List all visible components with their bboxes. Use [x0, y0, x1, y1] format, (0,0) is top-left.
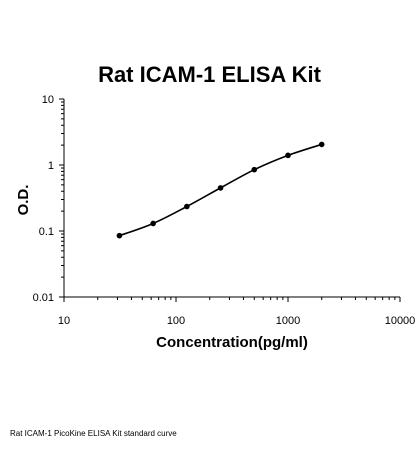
chart-title: Rat ICAM-1 ELISA Kit — [98, 62, 321, 87]
data-point — [116, 232, 123, 239]
x-tick-label: 1000 — [276, 315, 300, 327]
y-tick-label: 0.01 — [33, 292, 54, 304]
figure-caption: Rat ICAM-1 PicoKine ELISA Kit standard c… — [10, 429, 177, 438]
x-axis-label: Concentration(pg/ml) — [156, 334, 308, 351]
y-tick-label: 1 — [48, 160, 54, 172]
y-tick-label: 10 — [42, 94, 54, 106]
x-tick-label: 100 — [167, 315, 185, 327]
data-point — [217, 185, 224, 191]
x-tick-label: 10 — [58, 315, 70, 327]
data-point — [318, 141, 325, 148]
x-tick-label: 10000 — [385, 315, 416, 327]
data-point — [251, 166, 258, 173]
data-point — [285, 152, 291, 159]
data-point — [150, 220, 156, 227]
y-tick-label: 0.1 — [39, 226, 54, 238]
data-point — [184, 203, 190, 210]
